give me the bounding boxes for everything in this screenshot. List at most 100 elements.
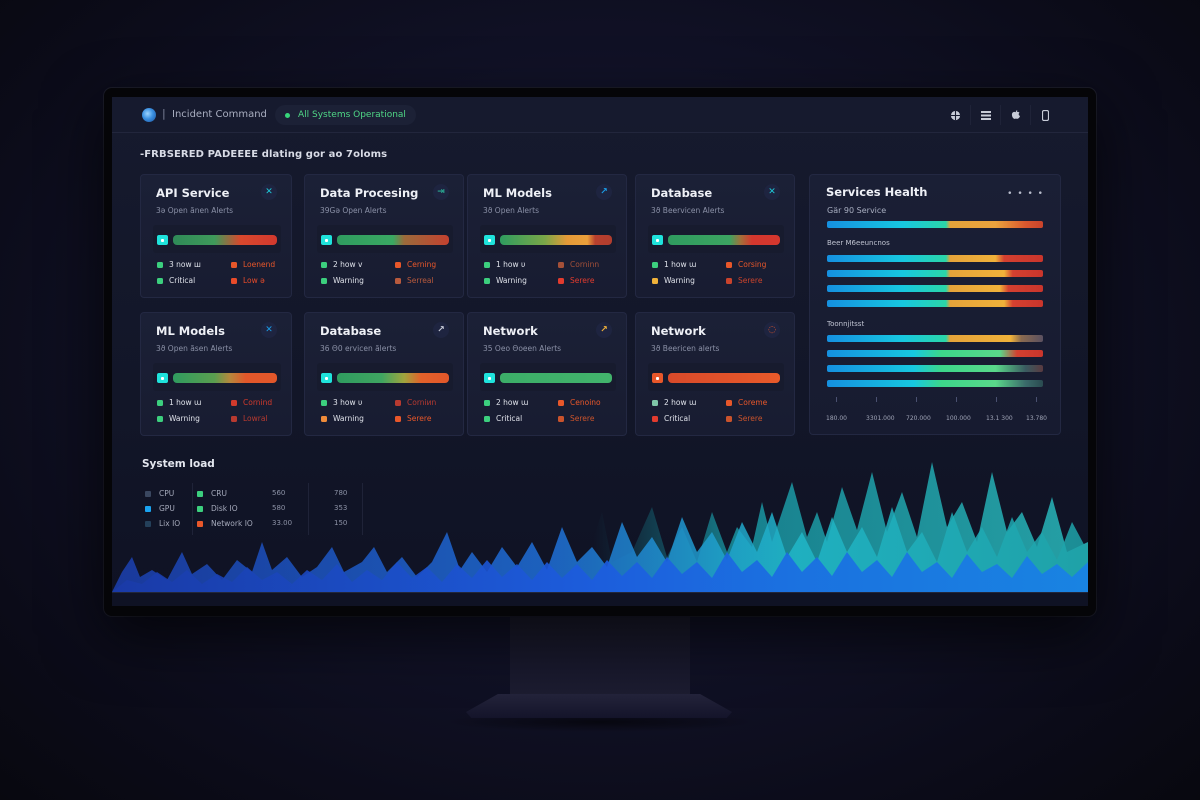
severity-gradient-bar[interactable]	[668, 235, 780, 245]
service-card[interactable]: Database ↗ 36 Θ0 ervicen ãlerts 3 how υ …	[304, 312, 464, 436]
severity-gradient-bar[interactable]	[173, 235, 277, 245]
legend-swatch-icon	[157, 399, 163, 406]
legend-label: Low ə	[243, 276, 265, 285]
health-bar[interactable]	[827, 380, 1043, 387]
card-alert-count: 3ϑ Open Alerts	[483, 206, 539, 215]
dashboard-subtitle: -FRBSERED PADEEEE dlating gor ao 7oloms	[140, 149, 388, 160]
health-bar[interactable]	[827, 221, 1043, 228]
severity-gradient-bar[interactable]	[173, 373, 277, 383]
status-dot-icon	[285, 112, 290, 118]
expand-icon[interactable]: ↗	[596, 322, 612, 338]
expand-icon[interactable]: ✕	[764, 184, 780, 200]
legend-item[interactable]: Disk IO	[197, 504, 238, 513]
menu-icon[interactable]	[970, 105, 1000, 125]
legend-item: 1 how ɯ	[652, 260, 696, 269]
legend-label: Critical	[496, 414, 523, 423]
legend-item[interactable]: GPU	[145, 504, 175, 513]
service-card[interactable]: Network ↗ 35 Oeo Θoeen Alerts 2 how ɯ Cr…	[467, 312, 627, 436]
expand-icon[interactable]: ◌	[764, 322, 780, 338]
card-title: Database	[320, 324, 382, 338]
health-bar[interactable]	[827, 285, 1043, 292]
health-bar[interactable]	[827, 335, 1043, 342]
legend-swatch-icon	[558, 277, 564, 284]
more-options-icon[interactable]: • • • •	[1007, 189, 1044, 199]
service-card[interactable]: Data Procesing ⇥ 39Gə Open Alerts 2 how …	[304, 174, 464, 298]
legend-swatch-icon	[321, 277, 327, 284]
severity-gradient-bar[interactable]	[337, 235, 449, 245]
severity-gradient-bar[interactable]	[668, 373, 780, 383]
legend-item: Warning	[652, 276, 695, 285]
globe-icon[interactable]	[940, 105, 970, 125]
legend-item: Loenend	[231, 260, 275, 269]
legend-label: Warning	[496, 276, 527, 285]
service-card[interactable]: Database ✕ 3ϑ Beervicen Alerts 1 how ɯ W…	[635, 174, 795, 298]
health-bar[interactable]	[827, 270, 1043, 277]
health-bar[interactable]	[827, 300, 1043, 307]
bar-chip-icon	[321, 235, 332, 245]
expand-icon[interactable]: ↗	[433, 322, 449, 338]
app-logo-icon[interactable]	[142, 108, 156, 122]
legend-label: Serere	[407, 414, 432, 423]
legend-swatch-icon	[395, 415, 401, 422]
legend-item[interactable]: Network IO	[197, 519, 253, 528]
legend-item: Serere	[726, 414, 762, 423]
alert-severity-bar	[153, 363, 281, 391]
legend-label: Serreal	[407, 276, 434, 285]
card-legend: 2 how ɯ Critical Coreme Serere	[648, 393, 784, 429]
axis-tick-label: 3301.000	[866, 415, 895, 422]
service-card[interactable]: API Service ✕ 3ə Open ãnen Alerts 3 now …	[140, 174, 292, 298]
metric-value: 560	[272, 489, 286, 497]
legend-item: Cerning	[395, 260, 436, 269]
legend-item: 2 how v	[321, 260, 362, 269]
status-text: All Systems Operational	[298, 110, 406, 120]
top-bar: | Incident Command All Systems Operation…	[112, 97, 1088, 133]
legend-label: 3 now ш	[169, 260, 201, 269]
axis-tick	[836, 397, 837, 402]
metric-value: 33.00	[272, 519, 293, 527]
alert-severity-bar	[317, 363, 453, 391]
service-card[interactable]: Network ◌ 3ϑ Beericen alerts 2 how ɯ Cri…	[635, 312, 795, 436]
legend-swatch-icon	[197, 505, 203, 512]
legend-item[interactable]: CRU	[197, 489, 227, 498]
legend-item: Critical	[157, 276, 195, 285]
legend-swatch-icon	[395, 277, 401, 284]
bar-chip-icon	[652, 373, 663, 383]
service-card[interactable]: ML Models ↗ 3ϑ Open Alerts 1 how υ Warni…	[467, 174, 627, 298]
severity-gradient-bar[interactable]	[337, 373, 449, 383]
legend-label: Serere	[570, 414, 595, 423]
legend-label: Corninn	[570, 260, 600, 269]
legend-swatch-icon	[321, 261, 327, 268]
monitor-stand-neck	[510, 616, 690, 696]
severity-gradient-bar[interactable]	[500, 373, 612, 383]
axis-tick	[1036, 397, 1037, 402]
legend-item: Corsing	[726, 260, 766, 269]
legend-label: 2 how ɯ	[496, 398, 529, 407]
legend-swatch-icon	[145, 490, 151, 497]
legend-item[interactable]: CPU	[145, 489, 174, 498]
health-bar[interactable]	[827, 365, 1043, 372]
legend-item: 3 how υ	[321, 398, 362, 407]
legend-swatch-icon	[558, 399, 564, 406]
apple-icon[interactable]	[1000, 105, 1030, 125]
severity-gradient-bar[interactable]	[500, 235, 612, 245]
legend-item: Serere	[558, 276, 594, 285]
system-status-badge[interactable]: All Systems Operational	[275, 105, 416, 125]
metric-value: 780	[334, 489, 348, 497]
service-card[interactable]: ML Models ✕ 3ϑ Open ãsen Alerts 1 how ɯ …	[140, 312, 292, 436]
expand-icon[interactable]: ✕	[261, 184, 277, 200]
card-title: Network	[651, 324, 706, 338]
mobile-device-icon[interactable]	[1030, 105, 1060, 125]
legend-label: Cerning	[407, 260, 437, 269]
expand-icon[interactable]: ↗	[596, 184, 612, 200]
alert-severity-bar	[648, 363, 784, 391]
legend-swatch-icon	[321, 399, 327, 406]
legend-label: 2 how v	[333, 260, 363, 269]
health-bar[interactable]	[827, 350, 1043, 357]
expand-icon[interactable]: ✕	[261, 322, 277, 338]
legend-item[interactable]: Lix IO	[145, 519, 180, 528]
legend-swatch-icon	[231, 415, 237, 422]
expand-icon[interactable]: ⇥	[433, 184, 449, 200]
legend-item: Coreme	[726, 398, 767, 407]
health-bar[interactable]	[827, 255, 1043, 262]
chart-baseline	[112, 592, 1088, 593]
